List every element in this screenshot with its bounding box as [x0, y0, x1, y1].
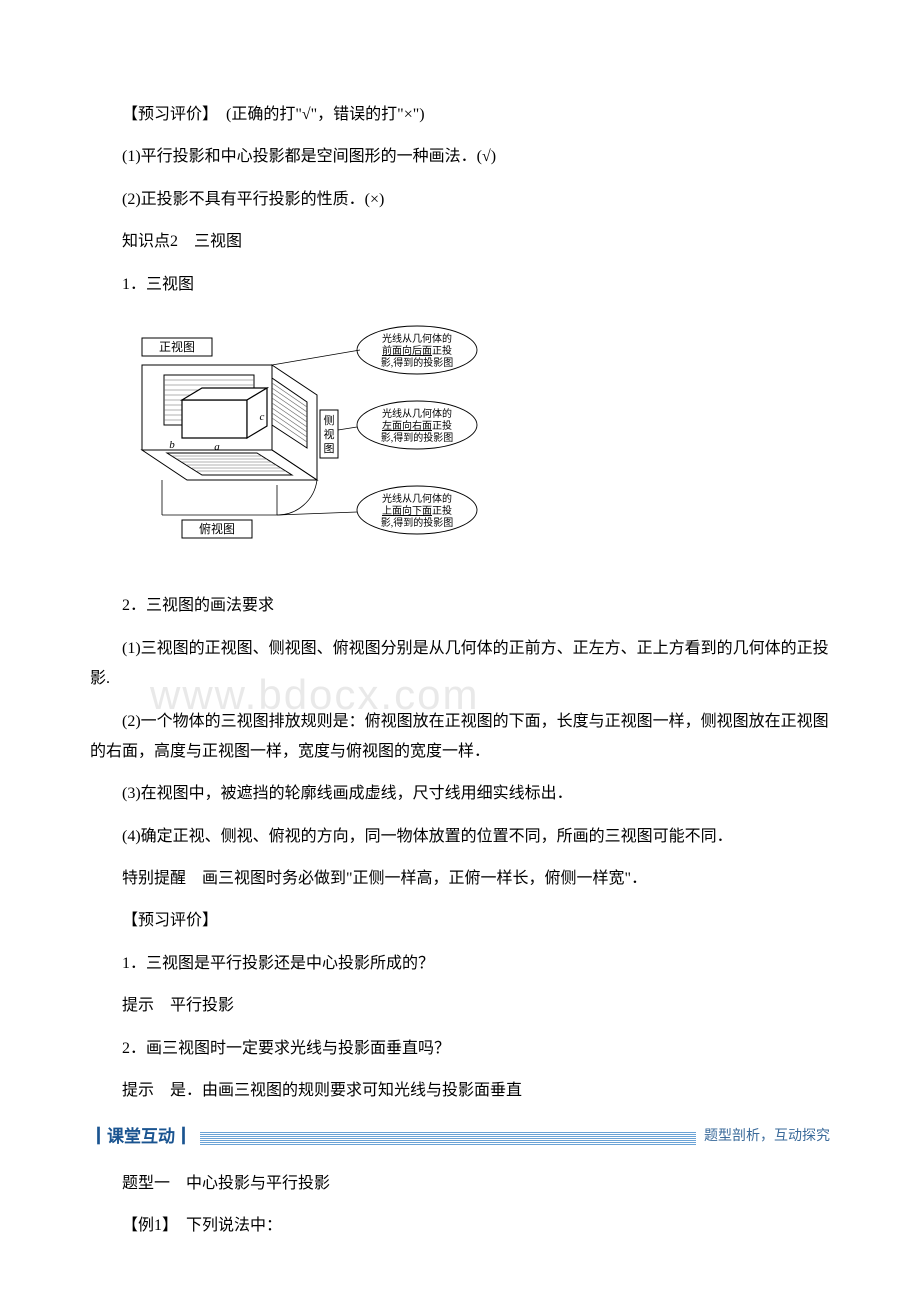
question-2: (2)正投影不具有平行投影的性质．(×) — [90, 185, 830, 215]
question-1: (1)平行投影和中心投影都是空间图形的一种画法．(√) — [90, 142, 830, 172]
svg-text:影,得到的投影图: 影,得到的投影图 — [381, 516, 454, 529]
p2-question-1: 1．三视图是平行投影还是中心投影所成的？ — [90, 949, 830, 979]
p2-question-2: 2．画三视图时一定要求光线与投影面垂直吗？ — [90, 1034, 830, 1064]
rule-4: (4)确定正视、侧视、俯视的方向，同一物体放置的位置不同，所画的三视图可能不同． — [90, 822, 830, 852]
p2-answer-1: 提示 平行投影 — [90, 991, 830, 1021]
side-view-label-group: 侧 视 图 — [320, 410, 338, 458]
section-2-heading: 2．三视图的画法要求 — [90, 591, 830, 621]
svg-text:侧: 侧 — [324, 414, 335, 427]
banner-line — [200, 1131, 696, 1145]
svg-text:上面向下面正投: 上面向下面正投 — [382, 504, 452, 517]
svg-text:图: 图 — [324, 442, 335, 455]
svg-text:影,得到的投影图: 影,得到的投影图 — [381, 356, 454, 369]
dim-b: b — [169, 439, 175, 451]
rule-1: (1)三视图的正视图、侧视图、俯视图分别是从几何体的正前方、正左方、正上方看到的… — [90, 634, 830, 695]
diagram-svg: 正视图 — [122, 320, 482, 560]
preview-header: 【预习评价】 (正确的打"√"，错误的打"×") — [90, 100, 830, 130]
svg-text:前面向后面正投: 前面向后面正投 — [382, 344, 452, 357]
classroom-banner: ┃课堂互动┃ 题型剖析，互动探究 — [90, 1121, 830, 1153]
preview-header-2: 【预习评价】 — [90, 906, 830, 936]
svg-text:光线从几何体的: 光线从几何体的 — [382, 407, 452, 420]
top-view-label: 俯视图 — [199, 521, 235, 536]
rule-3: (3)在视图中，被遮挡的轮廓线画成虚线，尺寸线用细实线标出． — [90, 779, 830, 809]
three-view-diagram: 正视图 — [122, 320, 830, 571]
special-reminder: 特别提醒 画三视图时务必做到"正侧一样高，正俯一样长，俯侧一样宽"． — [90, 864, 830, 894]
svg-text:视: 视 — [324, 427, 335, 441]
example-1: 【例1】 下列说法中： — [90, 1211, 830, 1241]
svg-text:左面向右面正投: 左面向右面正投 — [382, 419, 452, 432]
front-view-label: 正视图 — [159, 339, 195, 354]
knowledge-point-2-title: 知识点2 三视图 — [90, 227, 830, 257]
topic-1-heading: 题型一 中心投影与平行投影 — [90, 1169, 830, 1199]
svg-text:影,得到的投影图: 影,得到的投影图 — [381, 431, 454, 444]
svg-text:光线从几何体的: 光线从几何体的 — [382, 332, 452, 345]
svg-text:光线从几何体的: 光线从几何体的 — [382, 492, 452, 505]
banner-label: ┃课堂互动┃ — [90, 1121, 192, 1153]
section-1-heading: 1．三视图 — [90, 270, 830, 300]
p2-answer-2: 提示 是．由画三视图的规则要求可知光线与投影面垂直 — [90, 1076, 830, 1106]
dim-c: c — [260, 411, 265, 423]
banner-right-text: 题型剖析，互动探究 — [704, 1124, 830, 1151]
rule-2: (2)一个物体的三视图排放规则是：俯视图放在正视图的下面，长度与正视图一样，侧视… — [90, 707, 830, 768]
dim-a: a — [214, 441, 220, 453]
